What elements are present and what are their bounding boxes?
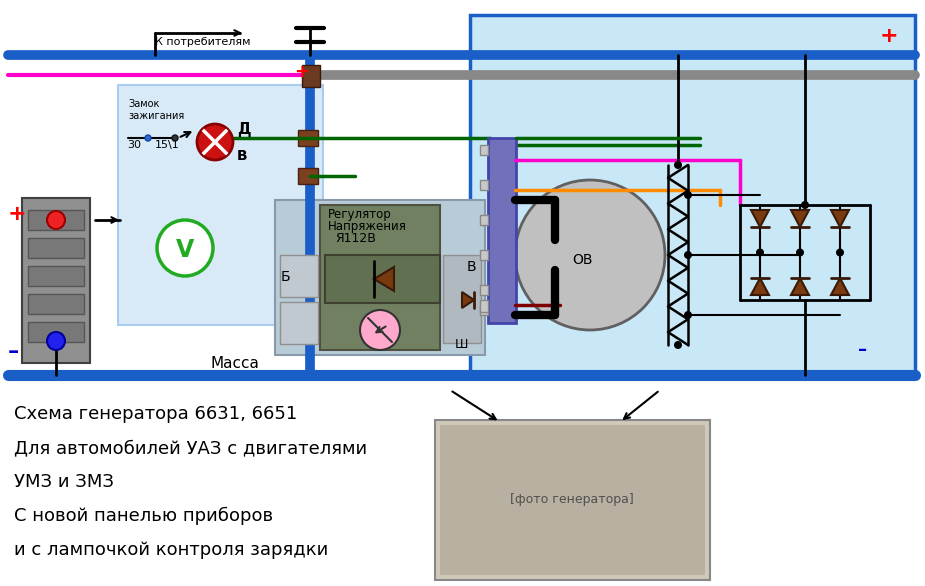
Bar bbox=[298, 168, 318, 184]
Bar bbox=[325, 255, 440, 303]
Circle shape bbox=[674, 341, 682, 349]
Circle shape bbox=[515, 180, 665, 330]
Bar bbox=[480, 180, 488, 190]
Bar bbox=[488, 138, 516, 323]
Text: V: V bbox=[176, 238, 194, 262]
Text: [фото генератора]: [фото генератора] bbox=[510, 493, 634, 506]
Bar bbox=[470, 15, 915, 373]
Text: +: + bbox=[880, 26, 898, 46]
Bar bbox=[28, 266, 84, 286]
Text: УМЗ и ЗМЗ: УМЗ и ЗМЗ bbox=[14, 473, 114, 491]
Bar bbox=[480, 250, 488, 260]
Bar bbox=[435, 420, 710, 580]
Bar bbox=[28, 238, 84, 258]
Bar bbox=[275, 200, 485, 355]
Text: +: + bbox=[294, 63, 310, 81]
Text: Для автомобилей УАЗ с двигателями: Для автомобилей УАЗ с двигателями bbox=[14, 439, 367, 457]
Text: В: В bbox=[237, 149, 248, 163]
Polygon shape bbox=[831, 210, 849, 227]
Text: Напряжения: Напряжения bbox=[328, 220, 407, 233]
Text: В: В bbox=[467, 260, 476, 274]
Text: К потребителям: К потребителям bbox=[155, 37, 251, 47]
Text: –: – bbox=[858, 341, 867, 359]
Circle shape bbox=[836, 248, 844, 257]
Bar bbox=[302, 65, 320, 87]
Text: ОВ: ОВ bbox=[572, 253, 593, 267]
Polygon shape bbox=[791, 210, 809, 227]
Polygon shape bbox=[751, 278, 769, 295]
Polygon shape bbox=[791, 278, 809, 295]
Text: –: – bbox=[8, 342, 19, 362]
Bar bbox=[28, 210, 84, 230]
Circle shape bbox=[172, 135, 178, 141]
Text: Масса: Масса bbox=[210, 356, 259, 371]
Text: Замок
зажигания: Замок зажигания bbox=[128, 99, 184, 121]
Text: Д: Д bbox=[237, 122, 251, 137]
Bar bbox=[480, 145, 488, 155]
Bar bbox=[280, 255, 318, 297]
Bar bbox=[440, 425, 705, 575]
Circle shape bbox=[684, 251, 692, 259]
Bar bbox=[320, 205, 440, 350]
Bar bbox=[480, 305, 488, 315]
Text: Б: Б bbox=[281, 270, 290, 284]
Circle shape bbox=[796, 248, 804, 257]
Polygon shape bbox=[831, 278, 849, 295]
Text: Схема генератора 6631, 6651: Схема генератора 6631, 6651 bbox=[14, 405, 297, 423]
Circle shape bbox=[197, 124, 233, 160]
Circle shape bbox=[47, 211, 65, 229]
Circle shape bbox=[674, 161, 682, 169]
Bar bbox=[22, 198, 90, 363]
Text: Ш: Ш bbox=[455, 338, 468, 351]
Bar bbox=[480, 285, 488, 295]
Bar bbox=[298, 130, 318, 146]
Bar bbox=[480, 300, 488, 312]
Text: 30: 30 bbox=[127, 140, 141, 150]
Bar bbox=[28, 294, 84, 314]
Text: Регулятор: Регулятор bbox=[328, 208, 392, 221]
Bar bbox=[28, 322, 84, 342]
Circle shape bbox=[684, 191, 692, 199]
Bar bbox=[118, 85, 323, 325]
Circle shape bbox=[684, 311, 692, 319]
Bar bbox=[8, 8, 913, 383]
Circle shape bbox=[145, 135, 151, 141]
Circle shape bbox=[801, 201, 809, 209]
Circle shape bbox=[157, 220, 213, 276]
Bar bbox=[480, 215, 488, 225]
Polygon shape bbox=[751, 210, 769, 227]
Text: +: + bbox=[8, 204, 27, 224]
Text: С новой панелью приборов: С новой панелью приборов bbox=[14, 507, 273, 525]
Text: 15\1: 15\1 bbox=[155, 140, 179, 150]
Polygon shape bbox=[462, 292, 474, 308]
Text: и с лампочкой контроля зарядки: и с лампочкой контроля зарядки bbox=[14, 541, 328, 559]
Polygon shape bbox=[374, 267, 394, 291]
Bar bbox=[443, 255, 481, 343]
Circle shape bbox=[756, 248, 764, 257]
Circle shape bbox=[47, 332, 65, 350]
Bar bbox=[280, 302, 318, 344]
Text: Я112В: Я112В bbox=[335, 232, 376, 245]
Circle shape bbox=[360, 310, 400, 350]
